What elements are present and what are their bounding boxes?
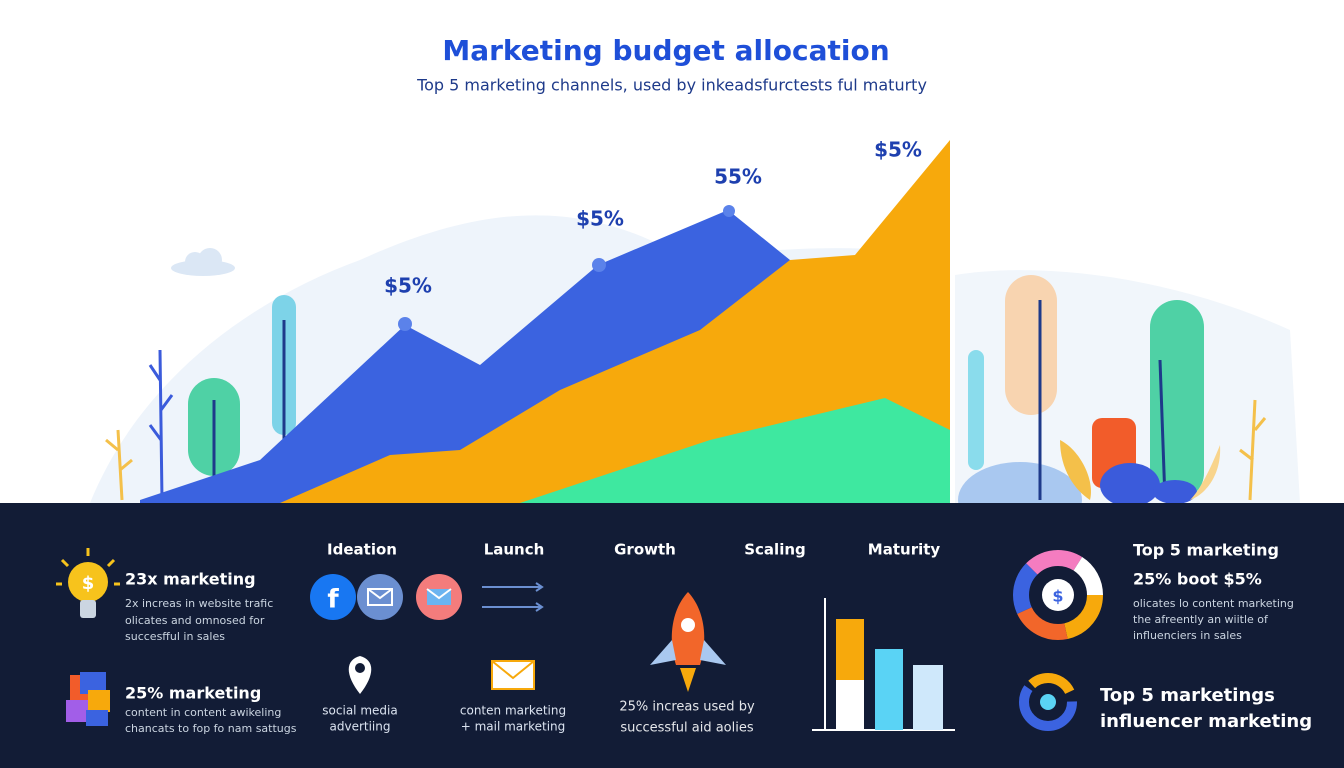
stage-label: Maturity	[868, 541, 941, 559]
left-line: content in content awikeling	[125, 706, 281, 719]
peak-label: $5%	[874, 138, 922, 162]
subtitle: Top 5 marketing channels, used by inkead…	[416, 76, 927, 95]
peak-label: $5%	[576, 207, 624, 231]
blocks-icon	[66, 672, 110, 726]
left-line: 2x increas in website trafic	[125, 597, 273, 610]
right-line: influenciers in sales	[1133, 629, 1242, 642]
caption: 25% increas used by	[619, 700, 755, 715]
left-line: chancats to fop fo nam sattugs	[125, 722, 297, 735]
bulb-icon: $	[56, 548, 120, 618]
right-heading: Top 5 marketing	[1133, 541, 1279, 560]
caption: advertiing	[330, 720, 391, 734]
caption: social media	[322, 704, 397, 718]
svg-text:$: $	[82, 573, 95, 594]
peak-label: $5%	[384, 274, 432, 298]
right-subheading: 25% boot $5%	[1133, 570, 1262, 589]
stage-label: Launch	[484, 541, 545, 559]
trees-left	[105, 295, 296, 501]
svg-text:f: f	[327, 585, 339, 615]
rocket-icon	[650, 592, 726, 692]
stage-label: Growth	[614, 541, 676, 559]
stage-label: Ideation	[327, 541, 397, 559]
left-line: olicates and omnosed for	[125, 614, 265, 627]
caption: successful aid aolies	[620, 721, 754, 736]
area-chart	[140, 140, 950, 503]
right-footer: influencer marketing	[1100, 711, 1312, 732]
peak-label: 55%	[714, 165, 762, 189]
caption: conten marketing	[460, 704, 566, 718]
donut-icon: $	[1013, 550, 1103, 640]
channel-icons: f	[310, 574, 544, 694]
right-footer: Top 5 marketings	[1100, 685, 1275, 706]
caption: + mail marketing	[461, 720, 566, 734]
stage-label: Scaling	[744, 541, 806, 559]
svg-text:$: $	[1052, 587, 1063, 606]
right-line: the afreently an wiitle of	[1133, 613, 1269, 626]
trees-right	[958, 275, 1267, 538]
left-heading: 25% marketing	[125, 684, 261, 703]
right-line: olicates lo content marketing	[1133, 597, 1294, 610]
title: Marketing budget allocation	[442, 34, 889, 67]
mini-bars	[812, 598, 955, 731]
left-line: succesfful in sales	[125, 630, 225, 643]
cycle-icon	[1019, 673, 1077, 731]
left-heading: 23x marketing	[125, 570, 256, 589]
